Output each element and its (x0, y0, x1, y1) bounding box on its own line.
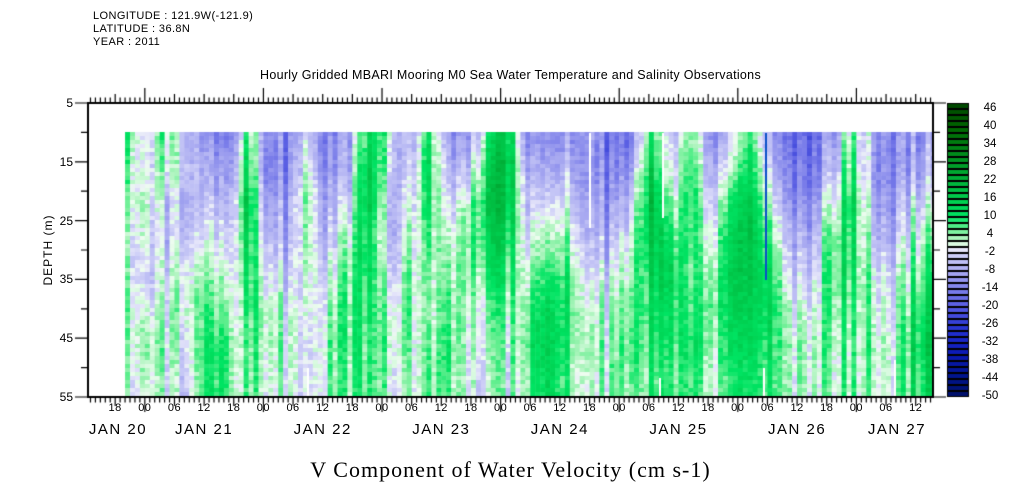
y-tick-label: 5 (66, 96, 73, 110)
colorbar-tick-label: -26 (981, 318, 999, 330)
colorbar-tick-label: -14 (981, 282, 999, 294)
colorbar-tick-label: 34 (983, 138, 997, 150)
y-tick-label: 35 (59, 272, 73, 287)
hour-tick-label: 06 (879, 402, 893, 414)
hour-tick-label: 18 (582, 402, 597, 414)
y-tick-label: 55 (59, 390, 73, 404)
info-year: YEAR : 2011 (93, 36, 161, 48)
hour-tick-label: 18 (108, 402, 122, 414)
hour-tick-label: 18 (701, 402, 715, 414)
colorbar-tick-label: -50 (981, 390, 999, 402)
hour-tick-label: 00 (256, 402, 271, 414)
day-label: JAN 22 (293, 421, 352, 438)
colorbar-tick-label: -32 (981, 336, 999, 348)
colorbar-tick-label: -38 (981, 354, 999, 366)
hour-tick-label: 12 (316, 402, 330, 414)
info-latitude: LATITUDE : 36.8N (93, 23, 191, 35)
hour-tick-label: 06 (760, 402, 775, 414)
hour-tick-label: 00 (612, 402, 626, 414)
hour-tick-label: 06 (286, 402, 300, 414)
day-label: JAN 25 (649, 421, 708, 438)
hour-tick-label: 00 (138, 402, 152, 414)
hour-tick-label: 18 (464, 402, 478, 414)
day-label: JAN 24 (530, 421, 589, 438)
colorbar-tick-label: 4 (986, 228, 994, 240)
info-longitude: LONGITUDE : 121.9W(-121.9) (93, 10, 254, 22)
day-label: JAN 21 (175, 421, 234, 438)
hour-tick-label: 12 (909, 402, 923, 414)
y-tick-label: 45 (59, 331, 73, 346)
hour-tick-label: 18 (820, 402, 834, 414)
day-label: JAN 20 (88, 421, 148, 438)
hour-tick-label: 12 (671, 402, 686, 414)
hour-tick-label: 06 (642, 402, 656, 414)
colorbar-tick-label: 10 (983, 210, 997, 222)
hour-tick-label: 06 (523, 402, 537, 414)
colorbar-tick-label: 40 (983, 120, 997, 132)
dataset-info: LONGITUDE : 121.9W(-121.9) LATITUDE : 36… (93, 10, 253, 49)
hour-tick-label: 12 (790, 402, 804, 414)
colorbar-tick-label: -20 (981, 300, 999, 312)
colorbar-tick-label: -44 (981, 372, 999, 384)
colorbar-tick-label: 28 (983, 156, 997, 168)
colorbar-tick-label: -2 (984, 246, 996, 258)
hour-tick-label: 06 (167, 402, 182, 414)
day-label: JAN 27 (867, 421, 927, 438)
colorbar-tick-label: 22 (983, 174, 997, 186)
day-label: JAN 26 (767, 421, 827, 438)
colorbar-tick-label: -8 (984, 264, 996, 276)
hour-tick-label: 12 (434, 402, 448, 414)
hour-tick-label: 18 (227, 402, 241, 414)
y-tick-label: 25 (59, 213, 73, 228)
hour-tick-label: 00 (375, 402, 389, 414)
colorbar-tick-label: 46 (983, 102, 997, 114)
hour-tick-label: 06 (405, 402, 419, 414)
plot-title: Hourly Gridded MBARI Mooring M0 Sea Wate… (260, 68, 761, 82)
hour-tick-label: 18 (345, 402, 359, 414)
x-axis-variable-title: V Component of Water Velocity (cm s-1) (310, 457, 711, 482)
hour-tick-label: 12 (553, 402, 567, 414)
colorbar-tick-label: 16 (983, 192, 997, 204)
day-label: JAN 23 (412, 421, 471, 438)
y-tick-label: 15 (59, 154, 73, 169)
hour-tick-label: 00 (493, 402, 508, 414)
hour-tick-label: 12 (197, 402, 211, 414)
hour-tick-label: 00 (731, 402, 745, 414)
hour-tick-label: 00 (849, 402, 864, 414)
